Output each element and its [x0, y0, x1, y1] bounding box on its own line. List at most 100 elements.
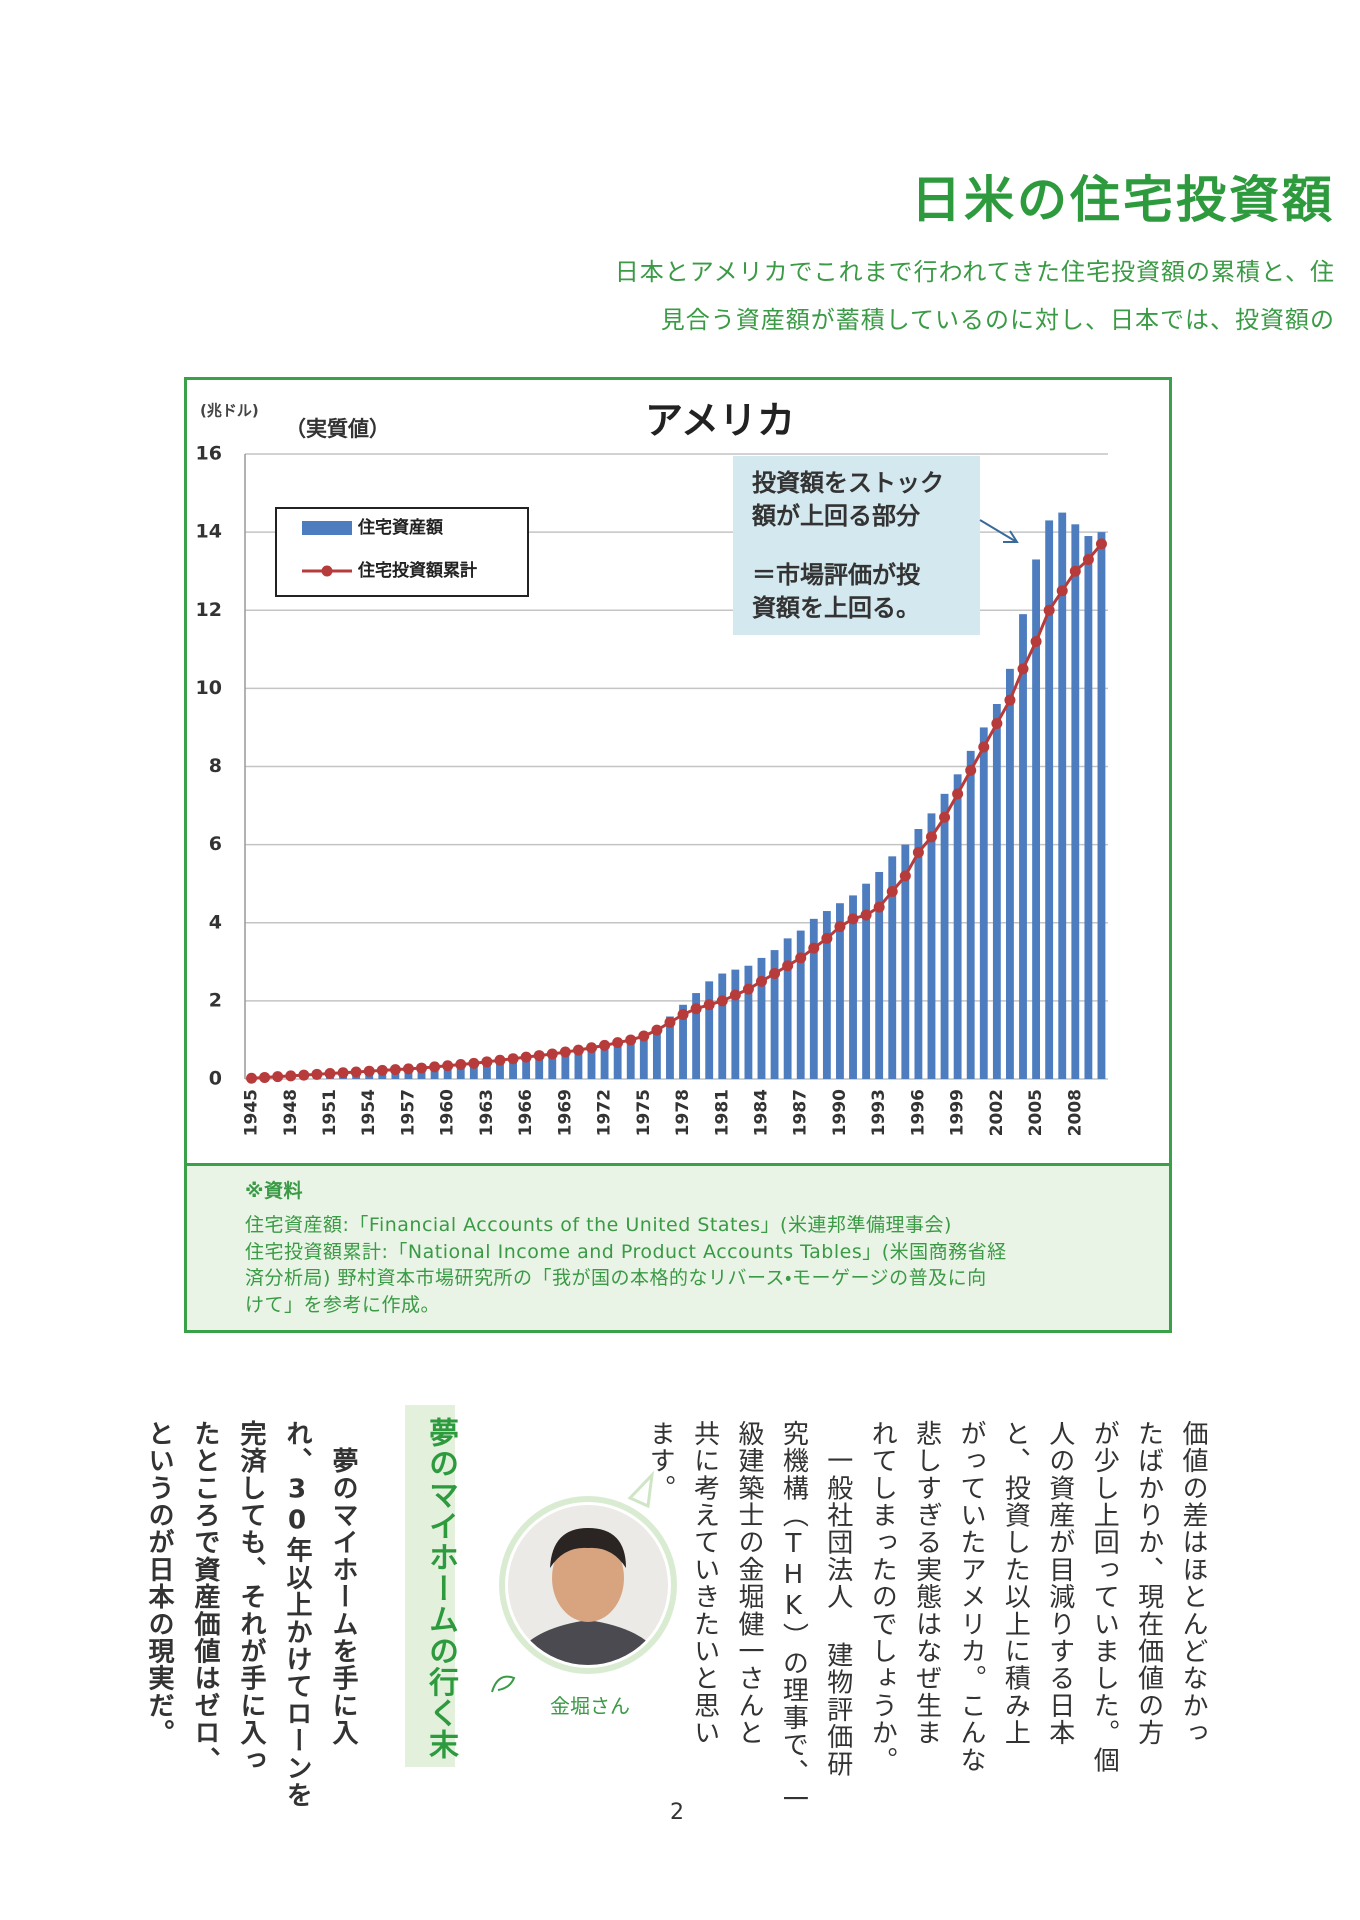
chart-subtitle: （実質値） — [285, 417, 390, 441]
line-marker — [769, 968, 781, 980]
bar — [875, 871, 884, 1079]
x-tick-label: 1987 — [791, 1089, 811, 1136]
bar — [1019, 614, 1027, 1079]
lead-line: 日本とアメリカでこれまで行われてきた住宅投資額の累積と、住 — [614, 258, 1335, 286]
text-column: と、投資した以上に積み上 — [1000, 1420, 1031, 1747]
y-tick-label: 4 — [209, 911, 222, 933]
line-marker — [991, 718, 1003, 730]
line-marker — [860, 909, 872, 921]
sidebar-heading: 夢のマイホームの行く末 — [405, 1405, 458, 1767]
line-marker — [599, 1039, 611, 1051]
source-box — [184, 1163, 1172, 1333]
bar — [992, 704, 1001, 1079]
bar — [770, 950, 779, 1079]
line-marker — [651, 1024, 663, 1036]
line-marker — [272, 1071, 284, 1083]
source-line: 住宅投資額累計:「National Income and Product Acc… — [245, 1240, 1007, 1263]
line-marker — [886, 886, 898, 897]
line-marker — [350, 1066, 362, 1078]
bar — [796, 930, 805, 1079]
bar — [757, 957, 766, 1079]
text-column: 夢のマイホームを手に入 — [328, 1420, 358, 1747]
bar — [705, 981, 714, 1079]
line-marker — [808, 942, 820, 954]
line-marker — [481, 1056, 493, 1068]
line-marker — [847, 913, 859, 925]
text-column: 一般社団法人 建物評価研 — [822, 1420, 853, 1778]
line-marker — [259, 1071, 271, 1083]
text-column: 級建築士の金堀健一さんと — [734, 1420, 764, 1747]
line-marker — [1043, 604, 1055, 616]
x-tick-label: 1945 — [242, 1089, 262, 1136]
unit-label: (兆ドル) — [200, 402, 259, 420]
bar — [509, 1057, 517, 1079]
chart-frame — [184, 377, 1172, 1163]
line-marker — [821, 932, 833, 944]
line-marker — [703, 999, 715, 1011]
x-tick-label: 1972 — [595, 1089, 615, 1136]
line-marker — [298, 1069, 310, 1081]
bar — [953, 774, 962, 1079]
y-tick-label: 10 — [196, 677, 222, 699]
line-marker — [834, 921, 846, 933]
line-marker — [978, 741, 990, 753]
x-tick-label: 1951 — [320, 1089, 340, 1136]
text-column: 人の資産が目減りする日本 — [1044, 1420, 1075, 1747]
x-tick-label: 1993 — [869, 1089, 889, 1136]
text-column: 完済しても、それが手に入っ — [236, 1420, 266, 1774]
leaf-icon — [491, 1675, 516, 1693]
text-column: たばかりか、現在価値の方 — [1133, 1420, 1164, 1747]
text-column: 究機構（THK）の理事で、一 — [778, 1420, 809, 1813]
bar — [561, 1051, 570, 1079]
x-tick-label: 1981 — [712, 1089, 732, 1136]
bar — [809, 918, 818, 1079]
bar — [1097, 532, 1106, 1079]
bar — [482, 1061, 491, 1079]
bar — [783, 938, 792, 1079]
bar — [469, 1062, 478, 1079]
bar — [718, 973, 727, 1079]
line-marker — [455, 1059, 467, 1071]
source-heading: ※資料 — [245, 1180, 303, 1202]
annotation-text: 額が上回る部分 — [751, 502, 921, 530]
y-tick-label: 12 — [196, 599, 222, 621]
bar — [836, 903, 844, 1079]
line-marker — [899, 870, 911, 882]
bar — [639, 1036, 648, 1079]
y-tick-label: 16 — [196, 443, 222, 465]
line-marker — [533, 1050, 545, 1062]
y-tick-label: 6 — [209, 833, 222, 855]
text-column: れ、30年以上かけてローンを — [282, 1420, 312, 1809]
line-marker — [507, 1053, 519, 1065]
line-marker — [1056, 585, 1068, 597]
text-column: たところで資産価値はゼロ、 — [190, 1420, 220, 1774]
line-marker — [337, 1067, 349, 1079]
x-tick-label: 2002 — [987, 1089, 1007, 1136]
bar — [1058, 512, 1067, 1079]
line-marker — [376, 1064, 388, 1076]
line-marker — [324, 1068, 336, 1080]
line-marker — [1017, 663, 1029, 675]
y-tick-label: 0 — [209, 1068, 222, 1090]
x-tick-label: 1966 — [516, 1089, 536, 1136]
bar — [613, 1039, 622, 1079]
annotation-arrow — [979, 519, 1019, 543]
line-marker — [520, 1051, 532, 1063]
speech-tail — [627, 1470, 655, 1509]
legend-swatch — [321, 565, 333, 577]
x-tick-label: 1948 — [281, 1089, 301, 1136]
y-tick-label: 2 — [209, 989, 222, 1011]
line-marker — [311, 1068, 323, 1080]
x-tick-label: 1954 — [359, 1089, 379, 1136]
x-tick-label: 1996 — [908, 1089, 928, 1136]
chart-title: アメリカ — [645, 399, 795, 443]
line-marker — [468, 1057, 480, 1069]
bar — [849, 895, 857, 1079]
line-marker — [690, 1003, 702, 1015]
line-marker — [716, 995, 728, 1007]
line-marker — [612, 1037, 624, 1049]
bar — [1006, 668, 1014, 1079]
line-marker — [1082, 553, 1094, 565]
bar — [496, 1059, 504, 1079]
text-column: 価値の差はほとんどなかっ — [1178, 1420, 1208, 1747]
